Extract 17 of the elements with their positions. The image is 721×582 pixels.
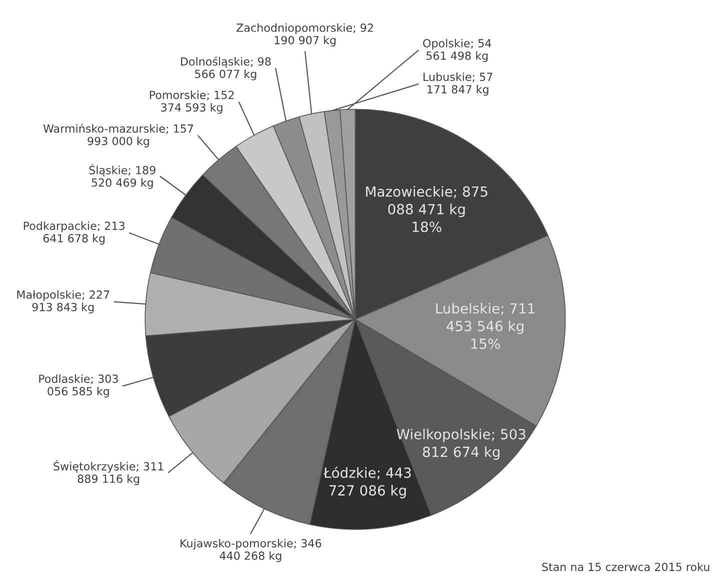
slice-label: Świętokrzyskie; 311 889 116 kg [54,460,164,486]
text: Stan na 15 czerwca 2015 roku [542,562,710,572]
slice-label: Dolnośląskie; 98 566 077 kg [181,56,271,80]
slice-label: Lubelskie; 711 453 546 kg 15% [436,302,534,349]
slice-label: Mazowieckie; 875 088 471 kg 18% [366,186,488,232]
slice-label: Podlaskie; 303 056 585 kg [39,374,118,398]
slice-label: Pomorskie; 152 374 593 kg [150,90,234,114]
slice-label: Śląskie; 189 520 469 kg [89,164,156,189]
slice-label: Zachodniopomorskie; 92 190 907 kg [236,23,373,47]
slice-label: Podkarpackie; 213 641 678 kg [24,221,124,245]
slice-label: Łódzkie; 443 727 086 kg [323,466,411,498]
slice-label: Wielkopolskie; 503 812 674 kg [396,428,526,460]
slice-label: Warmińsko-mazurskie; 157 993 000 kg [43,124,194,148]
slice-label: Kujawsko-pomorskie; 346 440 268 kg [180,538,322,562]
slice-label: Małopolskie; 227 913 843 kg [17,290,110,314]
slice-label: Lubuskie; 57 171 847 kg [424,72,492,96]
slice-label: Opolskie; 54 561 498 kg [423,38,492,62]
